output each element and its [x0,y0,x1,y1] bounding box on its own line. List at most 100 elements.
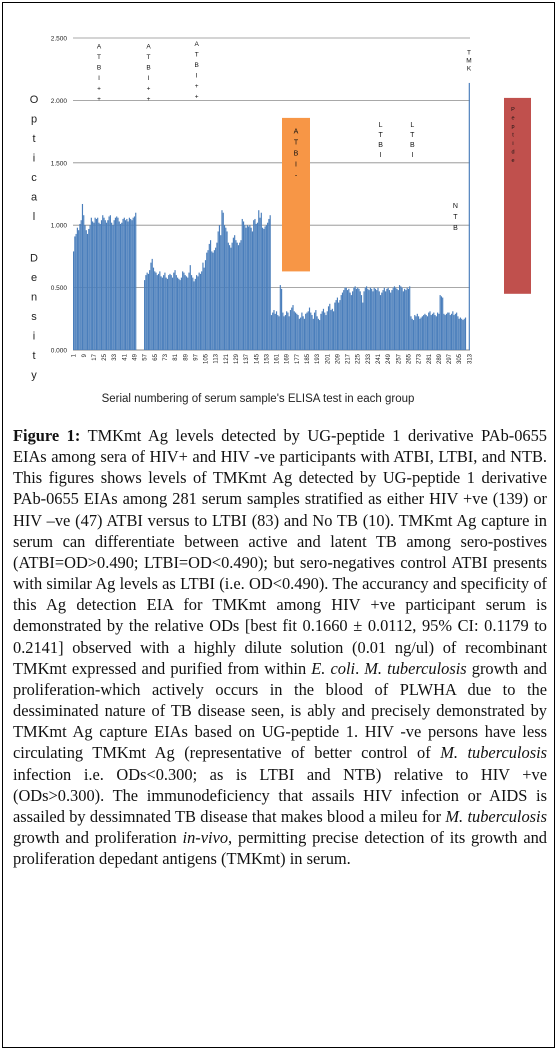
bar [425,315,427,350]
y-tick-label: 2.000 [51,98,68,105]
bar [171,277,174,350]
annotation-char: i [512,141,513,147]
annotation-char: B [410,142,415,149]
bar [388,290,390,350]
bar [327,306,330,350]
bar [122,218,124,350]
bar [255,223,257,350]
bar [415,316,417,350]
bar [303,318,306,350]
bar [227,242,229,350]
bar [179,280,181,350]
annotation-char: B [453,225,458,232]
annotation-char: + [147,96,151,103]
bar [306,312,308,350]
bar [220,235,222,350]
bar [203,267,205,350]
bar [147,273,149,350]
bar [268,218,270,350]
bar [430,315,432,350]
bar [237,245,240,350]
annotation-char: t [512,132,514,138]
bar [398,285,401,350]
bar [177,277,179,350]
bar [269,215,271,350]
bar [183,272,185,350]
annotation-char: T [467,50,471,57]
bar [207,250,209,350]
bar [387,287,389,350]
bar [321,311,323,350]
bar [421,316,423,350]
y-label-char: a [31,192,38,204]
bar [289,310,292,350]
y-tick-label: 2.500 [51,36,68,43]
x-tick-label: 249 [386,353,392,364]
bar [287,312,289,350]
x-tick-label: 25 [102,353,108,360]
annotation-char: T [410,132,415,139]
bar [204,260,207,350]
bar [401,287,403,350]
annotation-char: A [146,43,151,50]
bar [311,315,313,350]
bar [385,291,387,350]
bar [190,275,193,350]
y-label-char: t [32,350,35,362]
annotation-char: + [147,85,151,92]
bar [404,288,406,350]
bars [73,82,470,351]
bar [254,218,256,350]
bar [371,288,373,350]
x-tick-label: 73 [163,353,169,360]
bar [174,270,176,350]
bar [130,218,132,350]
bar [218,225,221,350]
caption-mtb-1: M. tuberculosis [364,658,467,678]
y-tick-label: 1.500 [51,160,68,167]
annotation-char: I [380,152,382,159]
bar [277,315,279,350]
bar [442,297,444,350]
gridlines [73,37,470,351]
bar [410,316,412,350]
bar [274,313,276,350]
bar [405,290,407,350]
bar [76,227,78,350]
bar [104,220,106,350]
bar [221,210,223,350]
bar [378,291,380,350]
bar [439,295,441,350]
bar [456,312,458,350]
bar [434,315,436,350]
annotations: ATBI++ATBI++ATBI++ATBI-LTBILTBINTBTMKPep… [97,41,515,232]
x-tick-label: 153 [264,353,270,364]
x-tick-label: 41 [122,353,128,360]
caption-text-1: TMKmt Ag levels detected by UG-peptide 1… [13,426,548,678]
bar [350,295,352,350]
bar [117,217,119,350]
bar [409,286,411,350]
bar [411,318,413,350]
bar [364,287,366,350]
x-tick-label: 169 [285,353,291,364]
y-label-char: i [33,331,35,343]
bar [80,220,82,350]
bar [118,221,120,350]
bar [386,288,388,350]
bar [419,318,421,350]
bar [428,312,430,350]
bar [412,320,415,350]
x-tick-label: 297 [447,353,453,364]
bar [397,290,399,350]
bar [95,218,97,350]
annotation-char: A [294,128,299,135]
bar [93,222,95,350]
annotation-char: B [378,142,383,149]
annotation-ltbi-4: LTBI [378,122,383,159]
annotation-char: I [98,75,100,82]
bar [300,317,302,350]
bar-chart: ATBI++ATBI++ATBI++ATBI-LTBILTBINTBTMKPep… [30,36,531,405]
bar [325,315,327,350]
